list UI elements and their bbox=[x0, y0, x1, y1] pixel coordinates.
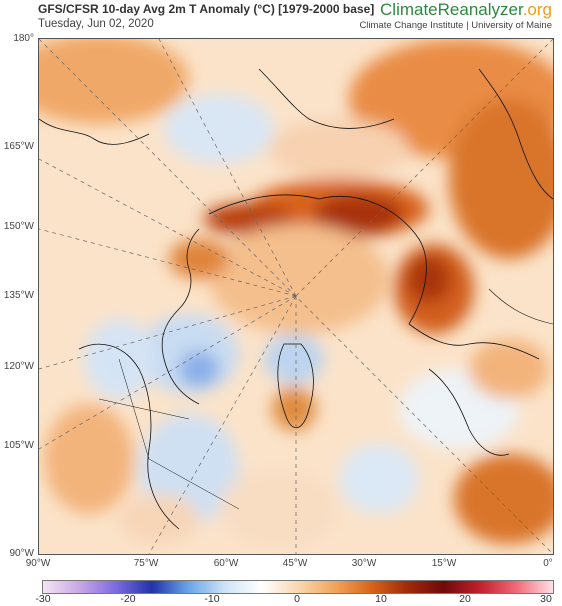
anomaly-shading bbox=[39, 39, 553, 549]
brand-name: ClimateReanalyzer bbox=[380, 0, 523, 19]
brand-logo[interactable]: ClimateReanalyzer.org bbox=[380, 0, 552, 20]
graticule bbox=[39, 39, 553, 554]
axis-label-90w-left: 90°W bbox=[9, 548, 34, 559]
axis-label-45w: 45°W bbox=[282, 558, 308, 569]
axis-label-60w: 60°W bbox=[213, 558, 239, 569]
axis-label-75w: 75°W bbox=[133, 558, 159, 569]
map-canvas bbox=[39, 39, 553, 554]
coastlines bbox=[39, 68, 553, 530]
colorbar-tick-20: 20 bbox=[459, 593, 471, 605]
colorbar-tick-minus20: -20 bbox=[120, 593, 136, 605]
axis-label-15w: 15°W bbox=[431, 558, 457, 569]
axis-label-30w: 30°W bbox=[351, 558, 377, 569]
anomaly-map[interactable] bbox=[38, 38, 554, 555]
colorbar-tick-0: 0 bbox=[294, 593, 300, 605]
map-date: Tuesday, Jun 02, 2020 bbox=[38, 18, 154, 30]
axis-label-180: 180° bbox=[13, 33, 34, 44]
axis-label-120w: 120°W bbox=[3, 361, 34, 372]
colorbar-tick-30: 30 bbox=[540, 593, 552, 605]
brand-tld: .org bbox=[522, 0, 552, 19]
brand-subtitle: Climate Change Institute | University of… bbox=[359, 20, 552, 31]
axis-label-90w-bottom: 90°W bbox=[25, 558, 51, 569]
colorbar-tick-minus10: -10 bbox=[204, 593, 220, 605]
axis-label-135w: 135°W bbox=[3, 290, 34, 301]
colorbar-tick-10: 10 bbox=[375, 593, 387, 605]
map-title: GFS/CFSR 10-day Avg 2m T Anomaly (°C) [1… bbox=[38, 2, 375, 16]
axis-label-0: 0° bbox=[543, 558, 553, 569]
axis-label-165w: 165°W bbox=[3, 141, 34, 152]
colorbar bbox=[42, 580, 554, 594]
axis-label-105w: 105°W bbox=[3, 440, 34, 451]
colorbar-tick-minus30: -30 bbox=[35, 593, 51, 605]
axis-label-150w: 150°W bbox=[3, 221, 34, 232]
